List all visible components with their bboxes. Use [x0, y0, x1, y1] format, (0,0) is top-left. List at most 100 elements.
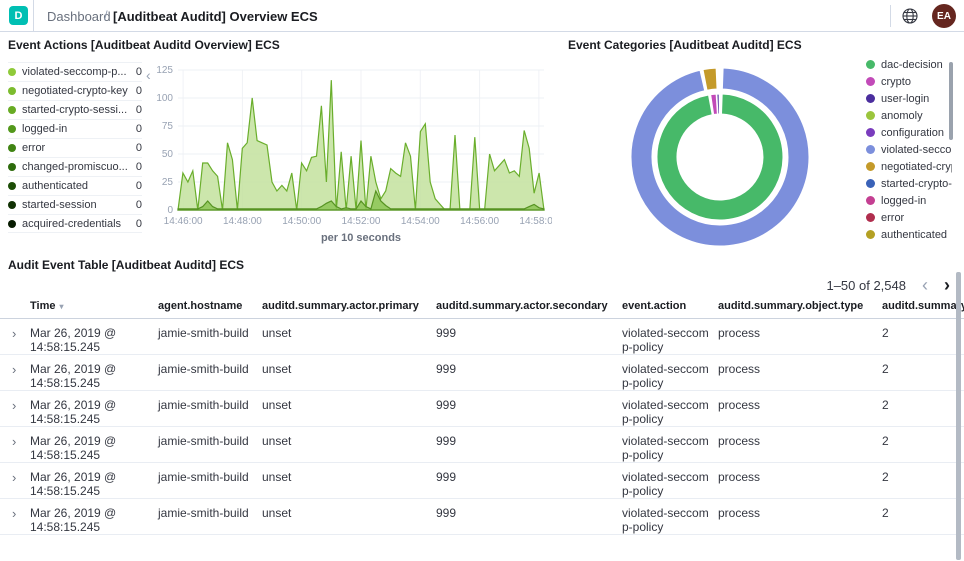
svg-text:75: 75 — [162, 121, 174, 132]
legend-value: 0 — [135, 104, 142, 116]
legend-item[interactable]: error 0 — [8, 138, 142, 157]
legend-item[interactable]: started-crypto-sessi... 0 — [8, 100, 142, 119]
page-title: [Auditbeat Auditd] Overview ECS — [113, 9, 318, 24]
row-expand-icon[interactable]: › — [12, 433, 17, 449]
legend-item[interactable]: acquired-credentials 0 — [8, 214, 142, 233]
pagination-prev-button[interactable]: ‹ — [922, 275, 928, 295]
column-header[interactable]: auditd.summary.object.type — [718, 298, 882, 319]
table-pagination: 1–50 of 2,548 ‹ › — [740, 272, 950, 298]
legend-item[interactable]: started-session 0 — [8, 195, 142, 214]
legend-item[interactable]: changed-promiscuo... 0 — [8, 157, 142, 176]
column-header[interactable]: Time ▾ — [30, 298, 158, 319]
column-header[interactable]: event.action — [622, 298, 718, 319]
table-cell: unset — [262, 318, 436, 355]
table-cell: 2 — [882, 498, 964, 535]
row-expand-icon[interactable]: › — [12, 505, 17, 521]
sort-caret-icon: ▾ — [59, 301, 64, 311]
table-cell: violated-seccomp-policy — [622, 390, 718, 427]
audit-table-panel-title: Audit Event Table [Auditbeat Auditd] ECS — [8, 258, 244, 272]
row-expand-icon[interactable]: › — [12, 325, 17, 341]
column-header[interactable]: agent.hostname — [158, 298, 262, 319]
table-row: › Mar 26, 2019 @ 14:58:15.245 jamie-smith-… — [0, 426, 964, 463]
table-cell: 2 — [882, 426, 964, 463]
header-divider — [33, 0, 34, 32]
legend-value: 0 — [135, 142, 142, 154]
legend-color-dot — [866, 111, 875, 120]
legend-color-dot — [866, 196, 875, 205]
legend-label: dac-decision — [881, 58, 943, 71]
table-cell: violated-seccomp-policy — [622, 426, 718, 463]
svg-text:14:52:00: 14:52:00 — [342, 216, 381, 227]
table-row: › Mar 26, 2019 @ 14:58:15.245 jamie-smith-… — [0, 318, 964, 355]
table-cell: 999 — [436, 354, 622, 391]
legend-item[interactable]: logged-in — [866, 192, 952, 209]
event-categories-donut-chart[interactable] — [610, 52, 830, 252]
pagination-range-label: 1–50 of 2,548 — [826, 277, 906, 293]
legend-color-dot — [8, 182, 16, 190]
legend-item[interactable]: crypto — [866, 73, 952, 90]
legend-item[interactable]: started-crypto-se... — [866, 175, 952, 192]
legend-scrollbar[interactable] — [949, 62, 953, 140]
user-avatar[interactable]: EA — [932, 4, 956, 28]
legend-label: logged-in — [22, 123, 68, 135]
row-expand-icon[interactable]: › — [12, 397, 17, 413]
legend-item[interactable]: configuration — [866, 124, 952, 141]
table-cell: Mar 26, 2019 @ 14:58:15.245 — [30, 462, 158, 499]
legend-item[interactable]: authenticated 0 — [8, 176, 142, 195]
table-row: › Mar 26, 2019 @ 14:58:15.245 jamie-smith-… — [0, 462, 964, 499]
table-cell: 999 — [436, 498, 622, 535]
event-actions-legend: violated-seccomp-p... 0 negotiated-crypto-… — [8, 62, 142, 233]
breadcrumb-dashboard[interactable]: Dashboard — [47, 9, 111, 24]
column-header[interactable]: auditd.summary.actor.primary — [262, 298, 436, 319]
row-expand-icon[interactable]: › — [12, 361, 17, 377]
column-header[interactable]: auditd.summary.actor.secondary — [436, 298, 622, 319]
table-cell: jamie-smith-build — [158, 390, 262, 427]
table-scrollbar[interactable] — [956, 272, 961, 560]
space-avatar[interactable]: D — [9, 6, 28, 25]
legend-item[interactable]: authenticated — [866, 226, 952, 243]
legend-label: violated-seccomp... — [881, 143, 952, 156]
legend-color-dot — [8, 219, 16, 228]
legend-item[interactable]: logged-in 0 — [8, 119, 142, 138]
legend-label: started-crypto-se... — [881, 177, 952, 190]
legend-label: crypto — [881, 75, 911, 88]
svg-text:14:56:00: 14:56:00 — [460, 216, 499, 227]
table-cell: violated-seccomp-policy — [622, 462, 718, 499]
table-row: › Mar 26, 2019 @ 14:58:15.245 jamie-smith-… — [0, 498, 964, 535]
legend-item[interactable]: anomoly — [866, 107, 952, 124]
table-cell: 2 — [882, 462, 964, 499]
svg-text:14:54:00: 14:54:00 — [401, 216, 440, 227]
legend-item[interactable]: violated-seccomp... — [866, 141, 952, 158]
audit-event-table: Time ▾ agent.hostname auditd.summary.actor.… — [0, 298, 964, 535]
legend-color-dot — [866, 162, 875, 171]
row-expand-icon[interactable]: › — [12, 469, 17, 485]
legend-label: error — [881, 211, 905, 224]
legend-item[interactable]: user-login — [866, 90, 952, 107]
globe-icon[interactable] — [901, 7, 919, 25]
legend-item[interactable]: violated-seccomp-p... 0 — [8, 62, 142, 81]
legend-color-dot — [8, 68, 16, 76]
table-cell: process — [718, 354, 882, 391]
legend-color-dot — [8, 106, 16, 114]
legend-collapse-icon[interactable]: ‹ — [146, 67, 151, 83]
svg-text:25: 25 — [162, 177, 174, 188]
legend-label: changed-promiscuo... — [22, 161, 128, 173]
legend-item[interactable]: negotiated-crypto... — [866, 158, 952, 175]
legend-color-dot — [8, 87, 16, 95]
svg-text:125: 125 — [156, 65, 173, 76]
column-header[interactable]: auditd.summary — [882, 298, 964, 319]
table-cell: Mar 26, 2019 @ 14:58:15.245 — [30, 390, 158, 427]
event-actions-area-chart[interactable]: 14:46:00 14:48:00 14:50:00 14:52:00 14:54:00… — [152, 60, 552, 250]
pagination-next-button[interactable]: › — [944, 275, 950, 295]
table-cell: 2 — [882, 390, 964, 427]
header-divider — [890, 5, 891, 27]
legend-item[interactable]: error — [866, 209, 952, 226]
table-cell: 2 — [882, 318, 964, 355]
legend-color-dot — [866, 179, 875, 188]
legend-item[interactable]: dac-decision — [866, 56, 952, 73]
legend-label: configuration — [881, 126, 944, 139]
svg-text:0: 0 — [167, 205, 173, 216]
event-categories-panel-title: Event Categories [Auditbeat Auditd] ECS — [568, 38, 802, 52]
table-cell: violated-seccomp-policy — [622, 498, 718, 535]
legend-item[interactable]: negotiated-crypto-key 0 — [8, 81, 142, 100]
